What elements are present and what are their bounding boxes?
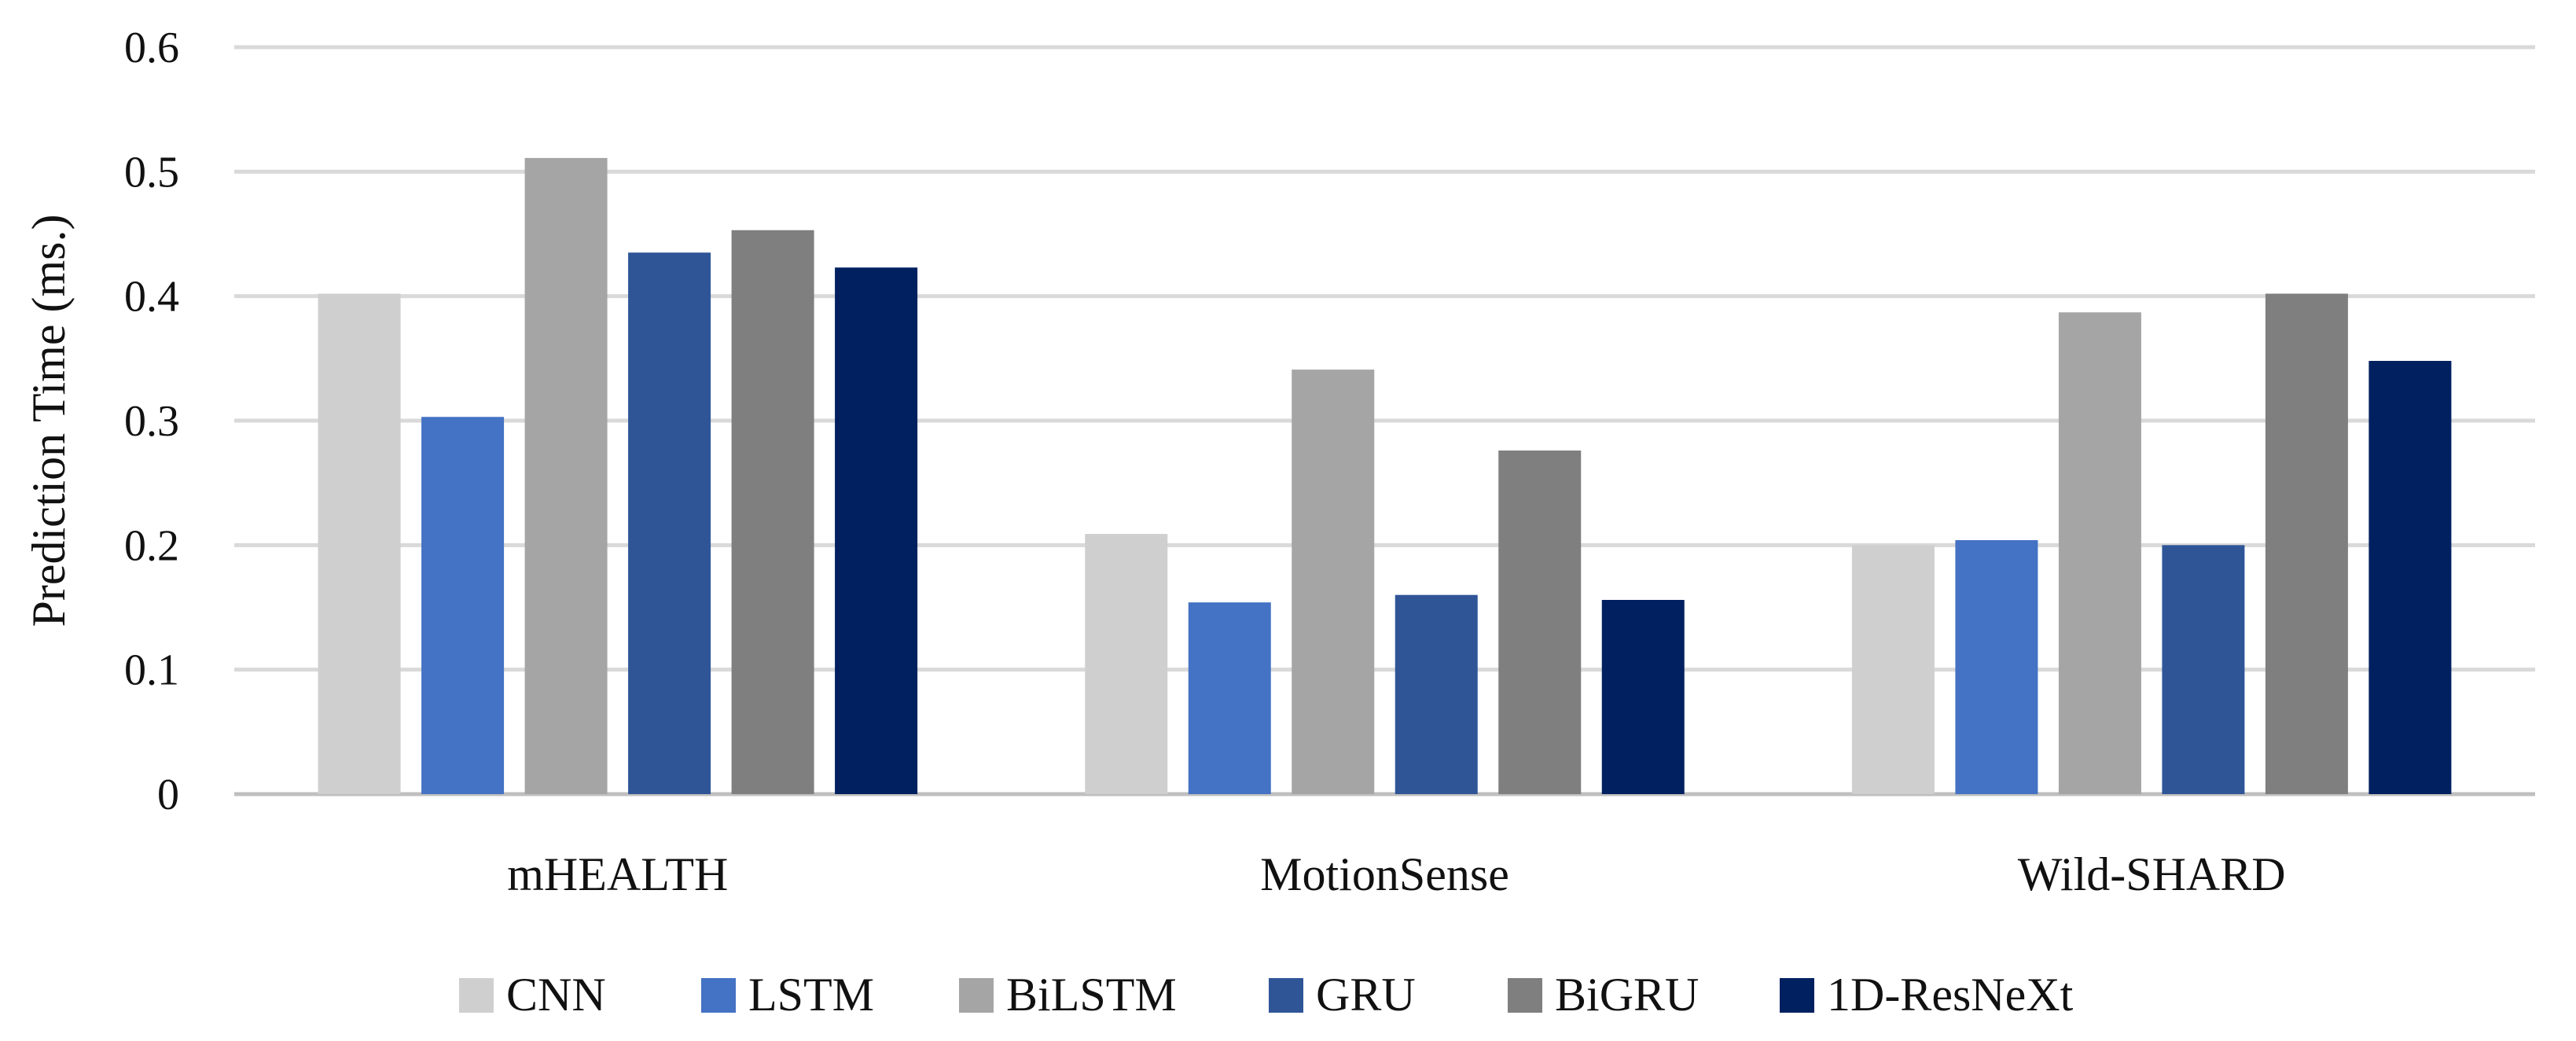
bar-lstm-mhealth [421, 417, 505, 794]
y-tick-label: 0.5 [124, 148, 179, 197]
bar-lstm-wild-shard [1955, 540, 2038, 794]
bar-bilstm-motionsense [1292, 370, 1375, 794]
legend-swatch-1d-resnext [1780, 978, 1814, 1013]
legend-label-bilstm: BiLSTM [1006, 969, 1177, 1021]
legend-label-bigru: BiGRU [1555, 969, 1699, 1021]
y-tick-label: 0.3 [124, 397, 179, 446]
legend-swatch-gru [1269, 978, 1303, 1013]
y-axis-label: Prediction Time (ms.) [23, 214, 75, 627]
bar-1d-resnext-motionsense [1601, 600, 1685, 794]
y-tick-label: 0.4 [124, 273, 179, 322]
bar-cnn-mhealth [318, 293, 401, 794]
legend: CNN LSTM BiLSTM GRU BiGRU 1D-ResNeXt [459, 969, 2074, 1021]
x-category-label: Wild-SHARD [2018, 848, 2286, 900]
x-category-label: mHEALTH [507, 848, 728, 900]
legend-label-cnn: CNN [506, 969, 606, 1021]
bar-cnn-motionsense [1085, 534, 1168, 794]
x-axis-categories: mHEALTH MotionSense Wild-SHARD [507, 848, 2285, 900]
y-axis-ticks: 0 0.1 0.2 0.3 0.4 0.5 0.6 [124, 24, 179, 819]
y-tick-label: 0.1 [124, 646, 179, 695]
x-category-label: MotionSense [1260, 848, 1509, 900]
bar-1d-resnext-mhealth [835, 267, 918, 794]
legend-swatch-lstm [701, 978, 736, 1013]
bar-bilstm-mhealth [524, 157, 608, 794]
legend-label-1d-resnext: 1D-ResNeXt [1827, 969, 2074, 1021]
bar-bilstm-wild-shard [2058, 312, 2141, 794]
y-tick-label: 0.2 [124, 521, 179, 570]
bars [318, 157, 2452, 794]
legend-swatch-cnn [459, 978, 494, 1013]
legend-label-gru: GRU [1316, 969, 1416, 1021]
legend-label-lstm: LSTM [748, 969, 874, 1021]
bar-gru-wild-shard [2162, 545, 2245, 794]
bar-gru-motionsense [1395, 594, 1478, 794]
bar-cnn-wild-shard [1851, 545, 1935, 794]
bar-1d-resnext-wild-shard [2368, 361, 2452, 794]
gridlines [234, 45, 2535, 796]
y-tick-label: 0 [157, 771, 179, 819]
legend-swatch-bigru [1508, 978, 1542, 1013]
bar-bigru-wild-shard [2265, 293, 2348, 794]
legend-swatch-bilstm [959, 978, 994, 1013]
bar-lstm-motionsense [1188, 602, 1271, 794]
bar-gru-mhealth [628, 252, 711, 794]
y-tick-label: 0.6 [124, 24, 179, 72]
bar-bigru-mhealth [731, 230, 814, 794]
bar-bigru-motionsense [1498, 451, 1582, 794]
